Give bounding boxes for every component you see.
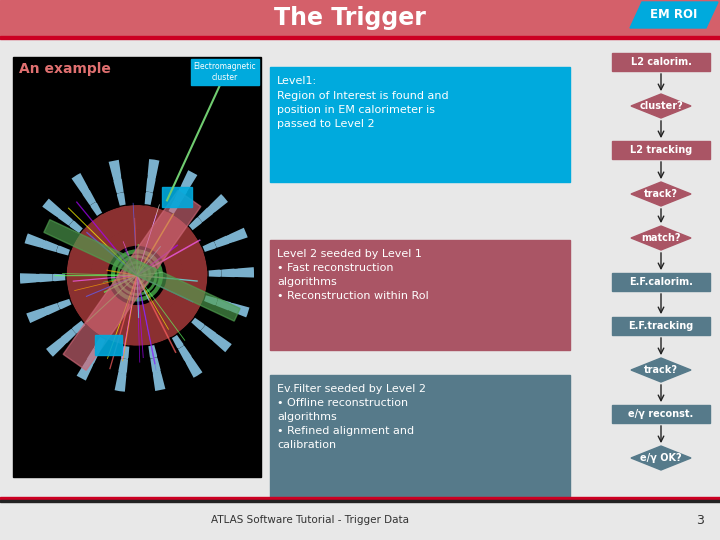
Text: e/γ reconst.: e/γ reconst.: [629, 409, 693, 419]
Text: E.F.tracking: E.F.tracking: [629, 321, 693, 331]
Polygon shape: [631, 226, 691, 250]
Bar: [612, 317, 710, 335]
Polygon shape: [631, 358, 691, 382]
Text: The Trigger: The Trigger: [274, 6, 426, 30]
Polygon shape: [44, 220, 240, 321]
Polygon shape: [63, 191, 201, 370]
Polygon shape: [631, 94, 691, 118]
Polygon shape: [631, 182, 691, 206]
Text: Electromagnetic
cluster: Electromagnetic cluster: [194, 62, 256, 82]
Text: track?: track?: [644, 189, 678, 199]
Text: 3: 3: [696, 514, 704, 526]
Bar: [0, 0, 720, 36]
Polygon shape: [95, 335, 122, 355]
Bar: [612, 53, 710, 71]
Text: L2 calorim.: L2 calorim.: [631, 57, 691, 67]
Text: Ev.Filter seeded by Level 2
• Offline reconstruction
algorithms
• Refined alignm: Ev.Filter seeded by Level 2 • Offline re…: [277, 384, 426, 450]
Text: An example: An example: [19, 62, 111, 76]
Text: EM ROI: EM ROI: [650, 9, 698, 22]
Bar: [270, 240, 570, 350]
Text: cluster?: cluster?: [639, 101, 683, 111]
Text: match?: match?: [642, 233, 680, 243]
Text: L2 tracking: L2 tracking: [630, 145, 692, 155]
Polygon shape: [631, 446, 691, 470]
Polygon shape: [162, 187, 192, 207]
Text: Level1:: Level1:: [277, 76, 317, 86]
Polygon shape: [630, 2, 718, 28]
Bar: [0, 500, 720, 502]
Bar: [612, 405, 710, 423]
Bar: [0, 497, 720, 500]
Text: e/γ OK?: e/γ OK?: [640, 453, 682, 463]
Text: Level 2 seeded by Level 1
• Fast reconstruction
algorithms
• Reconstruction with: Level 2 seeded by Level 1 • Fast reconst…: [277, 249, 428, 301]
Bar: [612, 141, 710, 159]
Text: E.F.calorim.: E.F.calorim.: [629, 277, 693, 287]
Text: track?: track?: [644, 365, 678, 375]
Bar: [13, 57, 261, 477]
Text: ATLAS Software Tutorial - Trigger Data: ATLAS Software Tutorial - Trigger Data: [211, 515, 409, 525]
Bar: [270, 375, 570, 500]
Bar: [191, 59, 259, 85]
Bar: [0, 36, 720, 38]
Text: Region of Interest is found and
position in EM calorimeter is
passed to Level 2: Region of Interest is found and position…: [277, 91, 449, 129]
Bar: [612, 273, 710, 291]
Bar: [270, 67, 570, 182]
